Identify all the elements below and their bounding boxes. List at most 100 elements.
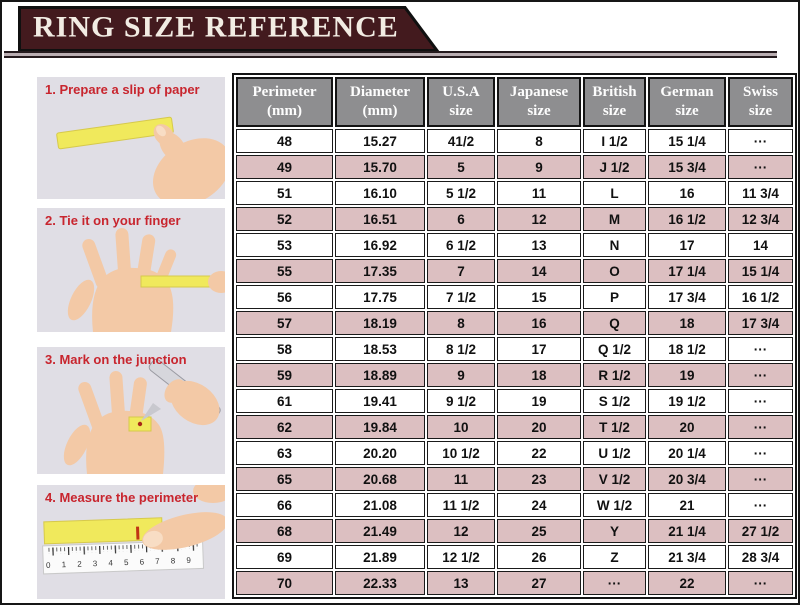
size-cell: 6 1/2 [427,233,495,257]
step-2-label: 2. Tie it on your finger [45,213,181,228]
size-cell: 17.35 [335,259,425,283]
size-cell: 20.20 [335,441,425,465]
size-cell: Z [583,545,646,569]
svg-text:3: 3 [93,559,98,568]
table-row: 49 15.70 5 9 J 1/2 15 3/4 ··· [236,155,793,179]
size-cell: 11 [427,467,495,491]
size-table-body: 48 15.27 41/2 8 I 1/2 15 1/4 ··· 49 15.70 5 9 J 1/2… [236,129,793,595]
table-row: 62 19.84 10 20 T 1/2 20 ··· [236,415,793,439]
size-cell: 20.68 [335,467,425,491]
size-cell: 51 [236,181,333,205]
size-cell: 11 1/2 [427,493,495,517]
svg-text:8: 8 [171,556,176,565]
size-cell: 7 [427,259,495,283]
size-cell: M [583,207,646,231]
step-1-label: 1. Prepare a slip of paper [45,82,200,97]
size-cell: 17 [648,233,726,257]
size-cell: 7 1/2 [427,285,495,309]
size-cell: N [583,233,646,257]
size-cell: 18.89 [335,363,425,387]
size-cell: 9 1/2 [427,389,495,413]
step-2-photo-tie-finger [67,228,225,332]
size-cell: 16 1/2 [728,285,793,309]
size-cell: Q [583,311,646,335]
size-cell: 6 [427,207,495,231]
table-row: 65 20.68 11 23 V 1/2 20 3/4 ··· [236,467,793,491]
table-row: 61 19.41 9 1/2 19 S 1/2 19 1/2 ··· [236,389,793,413]
table-row: 57 18.19 8 16 Q 18 17 3/4 [236,311,793,335]
size-cell: 15.70 [335,155,425,179]
title-banner: RING SIZE REFERENCE [18,6,440,52]
size-cell: 18 [648,311,726,335]
size-cell: 15 3/4 [648,155,726,179]
step-3-photo-mark-junction [63,358,221,474]
step-1-card: 1. Prepare a slip of paper [37,77,225,199]
size-cell: 8 [427,311,495,335]
size-cell: 22 [648,571,726,595]
size-cell: T 1/2 [583,415,646,439]
size-cell: 21 [648,493,726,517]
table-row: 56 17.75 7 1/2 15 P 17 3/4 16 1/2 [236,285,793,309]
size-cell: 17 [497,337,581,361]
table-header-row: Perimeter (mm) Diameter (mm) U.S.A size … [236,77,793,127]
size-cell: 19.41 [335,389,425,413]
step-4-photo-ruler: 0 1 2 3 4 5 6 7 8 9 [42,485,225,575]
size-cell: 15.27 [335,129,425,153]
size-cell: 16.10 [335,181,425,205]
size-cell: ··· [728,441,793,465]
size-cell: 8 [497,129,581,153]
size-cell: 25 [497,519,581,543]
size-cell: ··· [728,363,793,387]
step-2-card: 2. Tie it on your finger [37,208,225,332]
size-cell: 16 1/2 [648,207,726,231]
size-cell: 12 3/4 [728,207,793,231]
size-cell: 59 [236,363,333,387]
size-cell: 19 [648,363,726,387]
size-cell: Y [583,519,646,543]
col-japanese: Japanese size [497,77,581,127]
ruler-numbers: 0 1 2 3 4 5 6 7 8 9 [46,556,192,570]
col-usa: U.S.A size [427,77,495,127]
svg-text:0: 0 [46,561,51,570]
size-cell: U 1/2 [583,441,646,465]
size-cell: ··· [728,129,793,153]
size-cell: 18.53 [335,337,425,361]
size-cell: 11 3/4 [728,181,793,205]
size-cell: 15 1/4 [648,129,726,153]
size-cell: ··· [728,571,793,595]
size-cell: 17 3/4 [648,285,726,309]
size-cell: ··· [728,155,793,179]
table-row: 48 15.27 41/2 8 I 1/2 15 1/4 ··· [236,129,793,153]
step-3-label: 3. Mark on the junction [45,352,187,367]
size-cell: ··· [728,493,793,517]
size-cell: ··· [728,415,793,439]
size-cell: 13 [497,233,581,257]
size-cell: 10 [427,415,495,439]
size-cell: 21.49 [335,519,425,543]
size-cell: 69 [236,545,333,569]
size-cell: 20 [497,415,581,439]
size-cell: 21 1/4 [648,519,726,543]
size-cell: 52 [236,207,333,231]
size-cell: 20 [648,415,726,439]
size-cell: R 1/2 [583,363,646,387]
size-cell: Q 1/2 [583,337,646,361]
size-cell: 21 3/4 [648,545,726,569]
size-cell: O [583,259,646,283]
size-cell: 70 [236,571,333,595]
size-cell: 28 3/4 [728,545,793,569]
size-cell: 27 [497,571,581,595]
size-cell: 14 [728,233,793,257]
size-cell: 19.84 [335,415,425,439]
size-cell: 26 [497,545,581,569]
table-row: 53 16.92 6 1/2 13 N 17 14 [236,233,793,257]
banner-shape [18,6,440,52]
size-cell: P [583,285,646,309]
size-cell: 11 [497,181,581,205]
size-cell: 63 [236,441,333,465]
table-row: 52 16.51 6 12 M 16 1/2 12 3/4 [236,207,793,231]
size-cell: 55 [236,259,333,283]
size-cell: 22.33 [335,571,425,595]
table-row: 66 21.08 11 1/2 24 W 1/2 21 ··· [236,493,793,517]
